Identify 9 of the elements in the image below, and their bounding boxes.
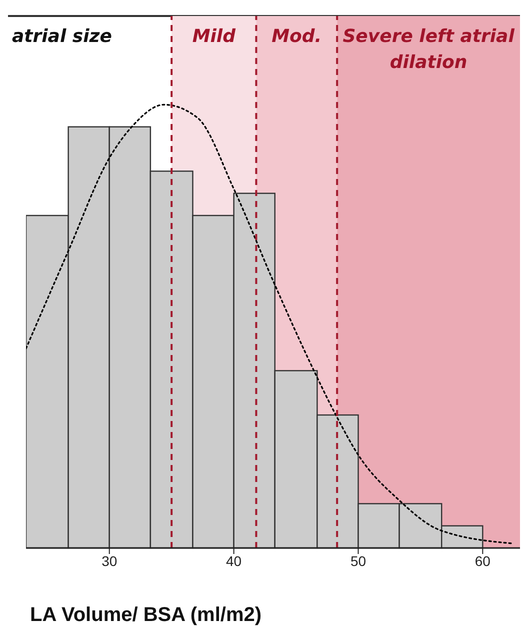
band-label: Mild: [192, 26, 237, 47]
chart-title: atrial size: [12, 26, 112, 47]
x-tick-label: 40: [226, 552, 242, 569]
band-label: Severe left atrial dilation: [342, 26, 516, 73]
x-tick-label: 60: [474, 552, 491, 569]
band-label: Mod.: [272, 26, 322, 47]
x-tick-label: 30: [102, 552, 118, 569]
x-axis-title: LA Volume/ BSA (ml/m2): [30, 604, 263, 627]
x-tick-label: 50: [350, 552, 366, 569]
